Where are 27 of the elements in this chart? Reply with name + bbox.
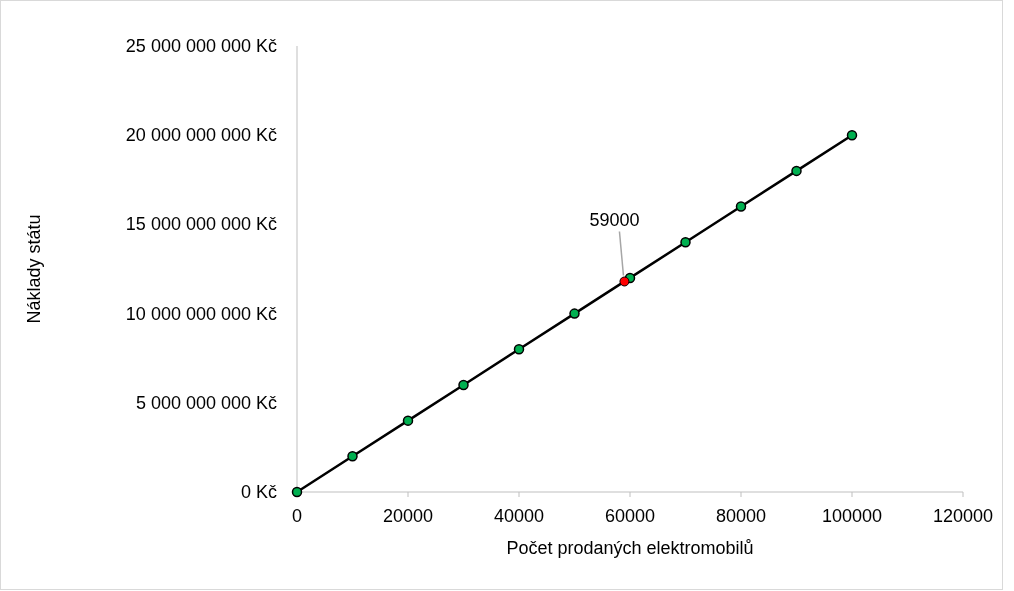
x-tick-label: 0 bbox=[291, 506, 303, 526]
x-axis-title: Počet prodaných elektromobilů bbox=[506, 538, 754, 558]
x-tick-label: 20000 bbox=[382, 506, 434, 526]
annotation: 59000 bbox=[589, 210, 640, 231]
point bbox=[347, 451, 358, 462]
x-tick-label: 100000 bbox=[821, 506, 883, 526]
y-tick-label: 25 000 000 000 Kč bbox=[125, 36, 277, 56]
point bbox=[619, 276, 630, 287]
x-tick-label: 40000 bbox=[493, 506, 545, 526]
point bbox=[513, 344, 525, 355]
point bbox=[735, 201, 747, 212]
point bbox=[458, 379, 469, 391]
y-tick-label: 10 000 000 000 Kč bbox=[125, 303, 277, 324]
point bbox=[402, 415, 414, 426]
x-tick-label: 60000 bbox=[604, 506, 656, 526]
y-tick-label: 5 000 000 000 Kč bbox=[135, 392, 277, 413]
point bbox=[291, 486, 303, 498]
point bbox=[569, 308, 580, 319]
y-tick-label: 20 000 000 000 Kč bbox=[125, 125, 277, 146]
point bbox=[791, 165, 802, 177]
y-axis-title: Náklady státu bbox=[24, 214, 44, 324]
point bbox=[680, 236, 691, 248]
y-tick-label: 0 Kč bbox=[240, 482, 277, 502]
x-tick-label: 120000 bbox=[932, 506, 994, 526]
x-tick-label: 80000 bbox=[715, 506, 767, 526]
y-tick-label: 15 000 000 000 Kč bbox=[125, 214, 277, 235]
point bbox=[846, 129, 858, 141]
